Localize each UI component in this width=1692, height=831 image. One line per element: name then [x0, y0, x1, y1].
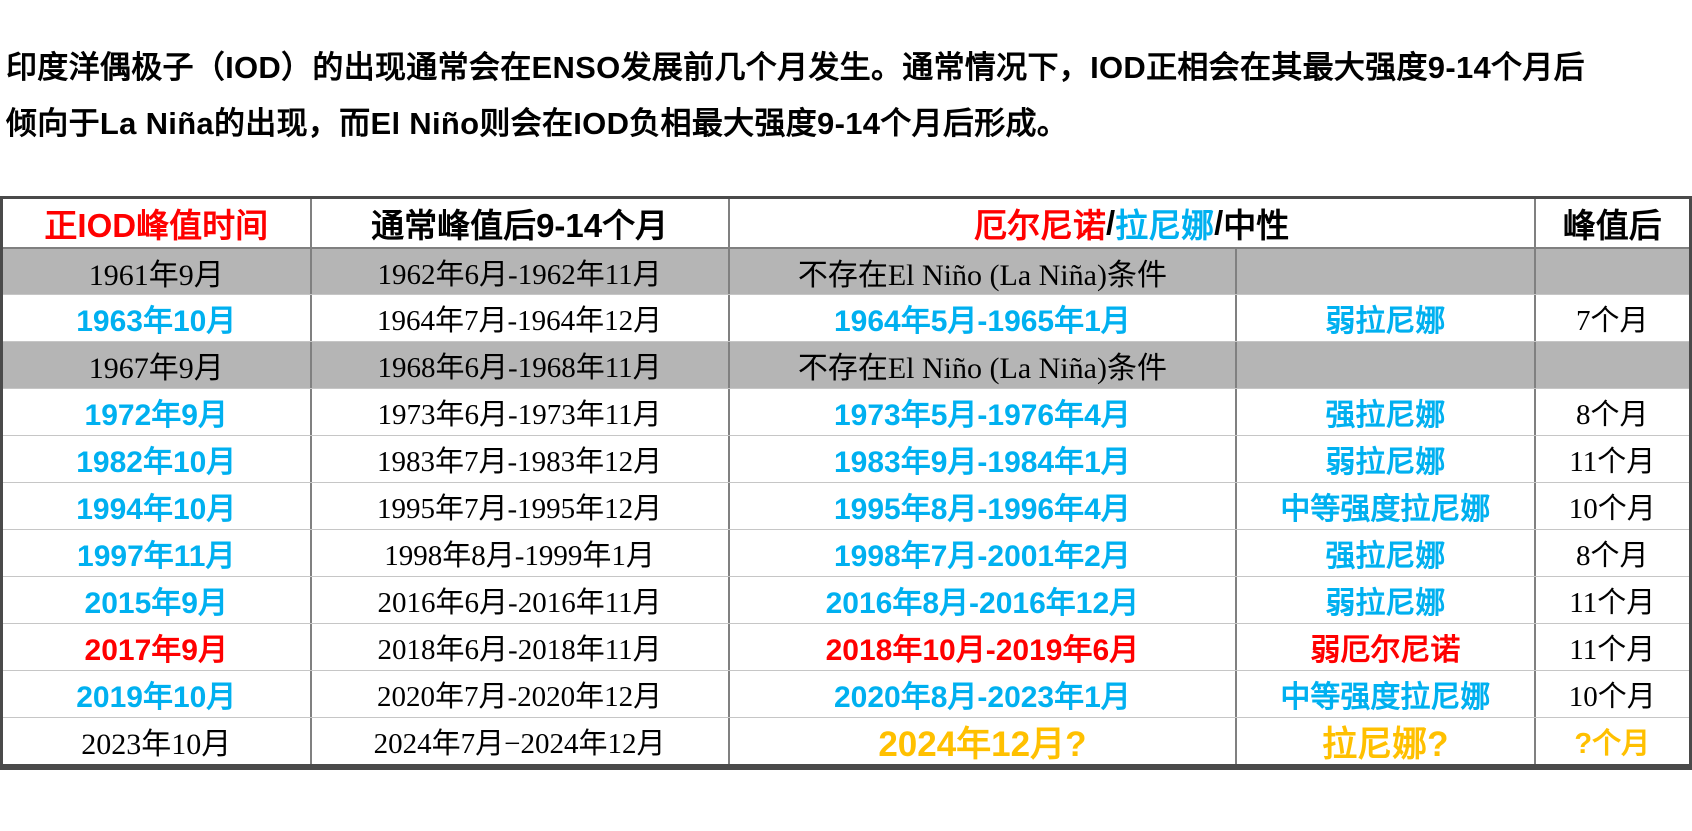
- table-row: 2019年10月 2020年7月-2020年12月 2020年8月-2023年1月中…: [3, 670, 1689, 717]
- header-neutral-label: 中性: [1223, 207, 1290, 244]
- table-row: 1961年9月 1962年6月-1962年11月 不存在El Niño (La Ni…: [3, 247, 1689, 294]
- cell-iod-peak-time: 2023年10月: [3, 718, 312, 764]
- cell-months-after-peak: [1536, 249, 1689, 294]
- cell-enso-period: 不存在El Niño (La Niña)条件: [730, 342, 1238, 388]
- table-row: 2015年9月 2016年6月-2016年11月 2016年8月-2016年12月弱…: [3, 576, 1689, 623]
- cell-iod-peak-time: 2015年9月: [3, 577, 312, 623]
- cell-expected-window: 1968年6月-1968年11月: [312, 342, 730, 388]
- cell-months-after-peak: 7个月: [1576, 305, 1649, 337]
- cell-enso-period: 2016年8月-2016年12月: [730, 577, 1238, 623]
- cell-enso-strength: 中等强度拉尼娜: [1237, 483, 1536, 529]
- intro-line-1: 印度洋偶极子（IOD）的出现通常会在ENSO发展前几个月发生。通常情况下，IOD…: [6, 50, 1585, 85]
- cell-months-after-peak: 11个月: [1569, 446, 1656, 478]
- cell-expected-window: 2016年6月-2016年11月: [312, 577, 730, 623]
- cell-months-after-peak: 11个月: [1569, 634, 1656, 666]
- intro-line-2: 倾向于La Niña的出现，而El Niño则会在IOD负相最大强度9-14个月…: [6, 106, 1069, 141]
- header-after-peak: 峰值后: [1562, 207, 1662, 244]
- table-header-row: 正IOD峰值时间 通常峰值后9-14个月 厄尔尼诺 / 拉尼娜 / 中性 峰值后: [3, 199, 1689, 247]
- cell-iod-peak-time: 1967年9月: [3, 342, 312, 388]
- table-row: 1963年10月 1964年7月-1964年12月 1964年5月-1965年1月弱…: [3, 294, 1689, 341]
- cell-expected-window: 1964年7月-1964年12月: [312, 295, 730, 341]
- cell-iod-peak-time: 1972年9月: [3, 389, 312, 435]
- header-separator-2: /: [1214, 204, 1224, 241]
- iod-enso-table: 正IOD峰值时间 通常峰值后9-14个月 厄尔尼诺 / 拉尼娜 / 中性 峰值后 196…: [0, 196, 1692, 770]
- cell-months-after-peak: ?个月: [1574, 728, 1651, 760]
- cell-enso-period: 1995年8月-1996年4月: [730, 483, 1238, 529]
- cell-enso-strength: 弱拉尼娜: [1237, 577, 1536, 623]
- cell-enso-period: 1998年7月-2001年2月: [730, 530, 1238, 576]
- cell-enso-strength: 强拉尼娜: [1237, 389, 1536, 435]
- cell-enso-strength: [1237, 342, 1536, 388]
- cell-months-after-peak: 11个月: [1569, 587, 1656, 619]
- cell-enso-strength: 强拉尼娜: [1237, 530, 1536, 576]
- header-iod-peak-time: 正IOD峰值时间: [3, 199, 312, 247]
- header-separator-1: /: [1105, 204, 1116, 241]
- cell-iod-peak-time: 1994年10月: [3, 483, 312, 529]
- cell-expected-window: 1998年8月-1999年1月: [312, 530, 730, 576]
- cell-enso-strength: 拉尼娜?: [1237, 718, 1536, 764]
- cell-enso-period: 1964年5月-1965年1月: [730, 295, 1238, 341]
- cell-expected-window: 1973年6月-1973年11月: [312, 389, 730, 435]
- cell-enso-strength: 弱拉尼娜: [1237, 436, 1536, 482]
- cell-months-after-peak: [1536, 342, 1689, 388]
- table-row: 2023年10月 2024年7月−2024年12月 2024年12月? 拉尼娜? ?个月: [3, 717, 1689, 764]
- cell-expected-window: 1995年7月-1995年12月: [312, 483, 730, 529]
- enso-table-body: 1961年9月 1962年6月-1962年11月 不存在El Niño (La Ni…: [3, 247, 1689, 764]
- cell-iod-peak-time: 1997年11月: [3, 530, 312, 576]
- cell-enso-period: 2020年8月-2023年1月: [730, 671, 1238, 717]
- cell-enso-strength: [1237, 249, 1536, 294]
- table-row: 1997年11月 1998年8月-1999年1月 1998年7月-2001年2月 强拉…: [3, 529, 1689, 576]
- header-lanina-label: 拉尼娜: [1115, 207, 1215, 244]
- cell-enso-period: 1983年9月-1984年1月: [730, 436, 1238, 482]
- table-row: 1994年10月 1995年7月-1995年12月 1995年8月-1996年4月中…: [3, 482, 1689, 529]
- cell-months-after-peak: 8个月: [1576, 540, 1649, 572]
- header-elnino-label: 厄尔尼诺: [973, 207, 1106, 244]
- cell-expected-window: 2024年7月−2024年12月: [312, 718, 730, 764]
- header-usual-window: 通常峰值后9-14个月: [312, 199, 730, 247]
- cell-enso-period: 1973年5月-1976年4月: [730, 389, 1238, 435]
- cell-enso-strength: 弱厄尔尼诺: [1237, 624, 1536, 670]
- cell-expected-window: 2020年7月-2020年12月: [312, 671, 730, 717]
- cell-months-after-peak: 8个月: [1576, 399, 1649, 431]
- header-enso-phase: 厄尔尼诺 / 拉尼娜 / 中性: [730, 199, 1536, 247]
- cell-expected-window: 2018年6月-2018年11月: [312, 624, 730, 670]
- cell-iod-peak-time: 1961年9月: [3, 249, 312, 294]
- table-row: 1967年9月 1968年6月-1968年11月 不存在El Niño (La Ni…: [3, 341, 1689, 388]
- cell-enso-period: 2024年12月?: [730, 718, 1238, 764]
- table-row: 1972年9月 1973年6月-1973年11月 1973年5月-1976年4月 强拉…: [3, 388, 1689, 435]
- cell-enso-period: 2018年10月-2019年6月: [730, 624, 1238, 670]
- cell-expected-window: 1962年6月-1962年11月: [312, 249, 730, 294]
- cell-expected-window: 1983年7月-1983年12月: [312, 436, 730, 482]
- cell-months-after-peak: 10个月: [1568, 493, 1656, 525]
- cell-iod-peak-time: 1982年10月: [3, 436, 312, 482]
- cell-iod-peak-time: 2019年10月: [3, 671, 312, 717]
- cell-enso-period: 不存在El Niño (La Niña)条件: [730, 249, 1238, 294]
- cell-iod-peak-time: 1963年10月: [3, 295, 312, 341]
- intro-paragraph: 印度洋偶极子（IOD）的出现通常会在ENSO发展前几个月发生。通常情况下，IOD…: [6, 40, 1586, 152]
- cell-enso-strength: 弱拉尼娜: [1237, 295, 1536, 341]
- cell-months-after-peak: 10个月: [1568, 681, 1656, 713]
- table-row: 2017年9月 2018年6月-2018年11月 2018年10月-2019年6月弱…: [3, 623, 1689, 670]
- cell-iod-peak-time: 2017年9月: [3, 624, 312, 670]
- table-row: 1982年10月 1983年7月-1983年12月 1983年9月-1984年1月弱…: [3, 435, 1689, 482]
- cell-enso-strength: 中等强度拉尼娜: [1237, 671, 1536, 717]
